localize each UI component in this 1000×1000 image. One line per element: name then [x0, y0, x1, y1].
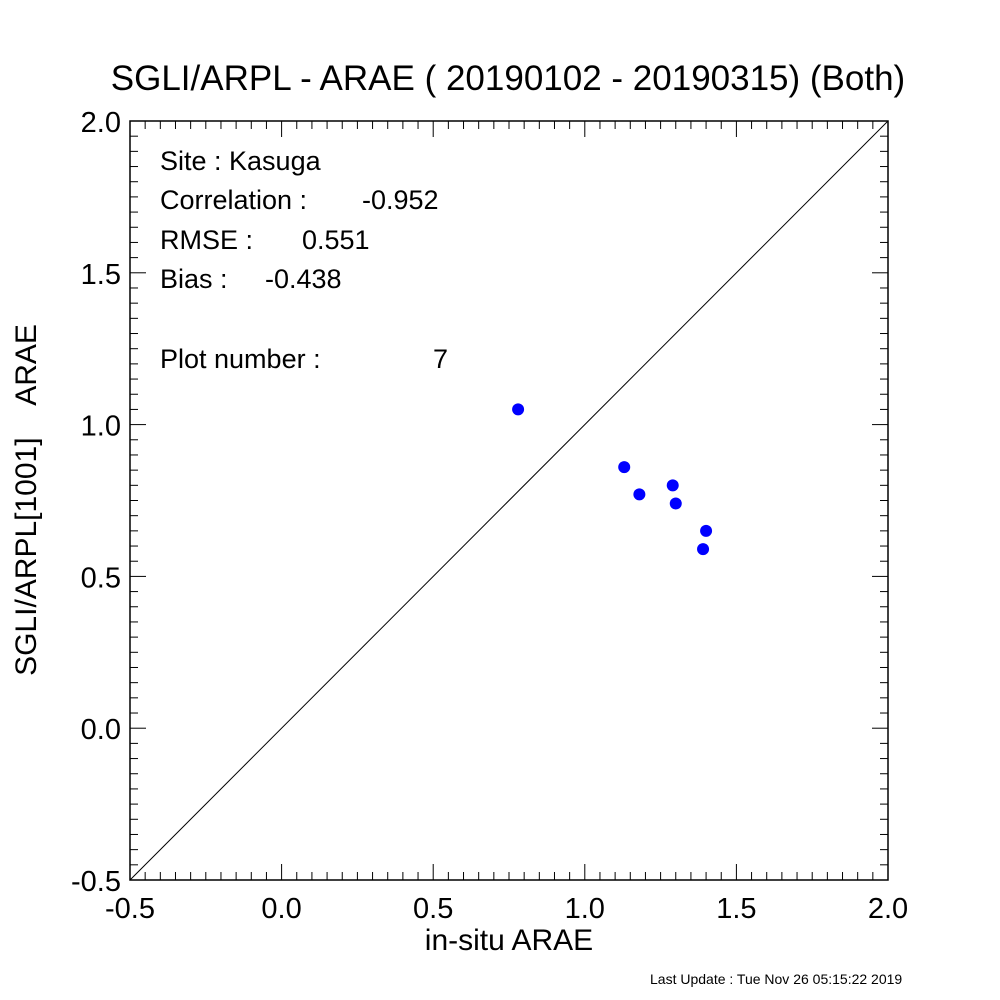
annotation-correlation-value: -0.952	[362, 185, 439, 215]
scatter-point	[512, 403, 525, 416]
scatter-point	[618, 461, 631, 474]
y-tick-label: 1.5	[81, 259, 121, 291]
annotation-plot-number-label: Plot number :	[160, 344, 321, 374]
scatter-point	[700, 524, 713, 537]
annotation-bias-label: Bias :	[160, 264, 228, 294]
x-tick-label: -0.5	[105, 893, 155, 925]
chart-title: SGLI/ARPL - ARAE ( 20190102 - 20190315) …	[111, 59, 905, 98]
x-tick-label: 0.5	[413, 893, 453, 925]
annotation-bias-value: -0.438	[265, 264, 342, 294]
scatter-point	[633, 488, 646, 501]
y-tick-label: -0.5	[71, 866, 121, 898]
one-to-one-line	[129, 120, 889, 881]
x-tick-label: 1.5	[716, 893, 756, 925]
scatter-point	[669, 497, 682, 510]
annotation-plot-number-value: 7	[433, 344, 448, 374]
last-update-footer: Last Update : Tue Nov 26 05:15:22 2019	[650, 971, 902, 987]
scatter-point	[697, 543, 710, 556]
y-tick-label: 2.0	[81, 107, 121, 139]
x-tick-label: 1.0	[565, 893, 605, 925]
annotation-rmse-value: 0.551	[302, 225, 370, 255]
data-points	[512, 403, 713, 556]
y-tick-label: 1.0	[81, 411, 121, 443]
x-tick-label: 0.0	[261, 893, 301, 925]
x-tick-labels: -0.5 0.0 0.5 1.0 1.5 2.0	[105, 893, 908, 925]
y-tick-label: 0.5	[81, 562, 121, 594]
x-tick-label: 2.0	[868, 893, 908, 925]
y-axis-title: SGLI/ARPL[1001] ARAE	[10, 324, 43, 676]
x-axis-title: in-situ ARAE	[425, 924, 593, 957]
y-tick-labels: -0.5 0.0 0.5 1.0 1.5 2.0	[71, 107, 121, 898]
annotation-correlation-label: Correlation :	[160, 185, 307, 215]
tick-marks	[129, 120, 889, 881]
scatter-point	[666, 479, 679, 492]
annotation-rmse-label: RMSE :	[160, 225, 253, 255]
annotation-site: Site : Kasuga	[160, 146, 322, 176]
y-tick-label: 0.0	[81, 714, 121, 746]
